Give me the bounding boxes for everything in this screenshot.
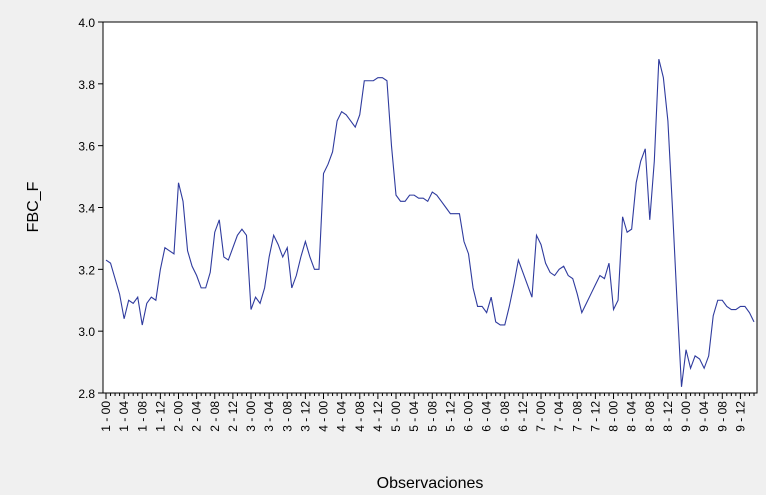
- x-tick-label: 1 - 00: [99, 401, 113, 432]
- x-tick-label: 3 - 00: [244, 401, 258, 432]
- x-tick-label: 5 - 08: [425, 401, 439, 432]
- x-tick-label: 5 - 00: [389, 401, 403, 432]
- x-tick-label: 5 - 12: [443, 401, 457, 432]
- y-tick-label: 3.6: [78, 140, 95, 154]
- x-tick-label: 4 - 04: [335, 401, 349, 432]
- y-tick-label: 2.8: [78, 387, 95, 401]
- x-tick-label: 4 - 12: [371, 401, 385, 432]
- plot-area: [102, 21, 758, 394]
- y-axis-title: FBC_F: [25, 181, 42, 232]
- x-tick-label: 1 - 12: [153, 401, 167, 432]
- x-tick-label: 1 - 04: [117, 401, 131, 432]
- x-tick-label: 2 - 04: [190, 401, 204, 432]
- x-tick-label: 8 - 08: [643, 401, 657, 432]
- x-tick-label: 9 - 00: [679, 401, 693, 432]
- x-axis-title: Observaciones: [377, 475, 484, 492]
- x-tick-label: 7 - 00: [534, 401, 548, 432]
- x-tick-label: 7 - 12: [588, 401, 602, 432]
- x-tick-label: 9 - 12: [733, 401, 747, 432]
- x-tick-label: 7 - 08: [570, 401, 584, 432]
- x-tick-label: 3 - 08: [280, 401, 294, 432]
- x-tick-label: 2 - 12: [226, 401, 240, 432]
- x-tick-label: 2 - 08: [208, 401, 222, 432]
- y-tick-label: 3.0: [78, 325, 95, 339]
- y-tick-label: 3.4: [78, 202, 95, 216]
- x-tick-label: 8 - 12: [661, 401, 675, 432]
- x-tick-label: 6 - 04: [480, 401, 494, 432]
- x-tick-label: 3 - 04: [262, 401, 276, 432]
- x-tick-label: 6 - 12: [516, 401, 530, 432]
- x-tick-label: 7 - 04: [552, 401, 566, 432]
- x-tick-label: 8 - 00: [607, 401, 621, 432]
- x-tick-label: 6 - 00: [462, 401, 476, 432]
- y-tick-label: 3.8: [78, 78, 95, 92]
- x-tick-label: 1 - 08: [135, 401, 149, 432]
- x-tick-label: 9 - 08: [715, 401, 729, 432]
- y-tick-label: 3.2: [78, 263, 95, 277]
- x-tick-label: 2 - 00: [172, 401, 186, 432]
- x-tick-label: 4 - 00: [317, 401, 331, 432]
- x-tick-label: 8 - 04: [625, 401, 639, 432]
- x-tick-label: 9 - 04: [697, 401, 711, 432]
- x-tick-label: 4 - 08: [353, 401, 367, 432]
- data-line: [105, 58, 755, 387]
- x-tick-label: 6 - 08: [498, 401, 512, 432]
- x-tick-label: 3 - 12: [298, 401, 312, 432]
- y-tick-label: 4.0: [78, 16, 95, 30]
- x-tick-label: 5 - 04: [407, 401, 421, 432]
